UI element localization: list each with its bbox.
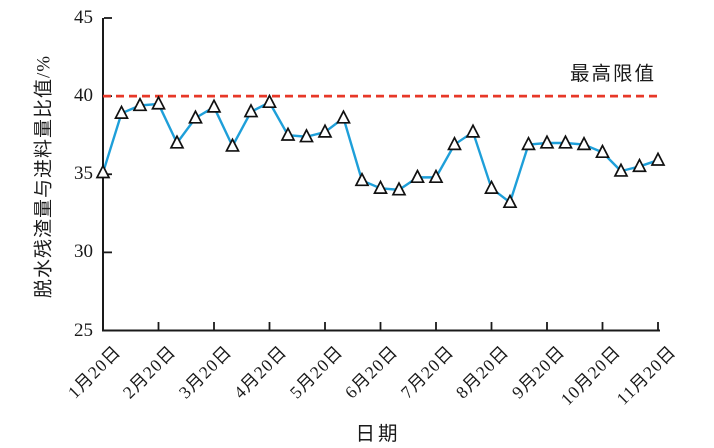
- data-point-marker: [576, 135, 592, 151]
- data-point-marker: [225, 137, 240, 152]
- data-point-marker: [632, 157, 647, 173]
- data-point-marker: [391, 181, 407, 196]
- data-point-marker: [262, 93, 277, 109]
- y-tick-label: 40: [74, 85, 93, 107]
- y-tick-label: 25: [74, 319, 93, 341]
- data-point-marker: [447, 135, 462, 151]
- x-axis-title: 日期: [355, 424, 401, 445]
- y-tick-label: 45: [74, 7, 93, 28]
- data-point-marker: [521, 135, 536, 151]
- data-point-marker: [243, 103, 259, 118]
- data-point-marker: [169, 134, 185, 149]
- data-point-marker: [650, 151, 666, 166]
- data-point-marker: [280, 126, 296, 141]
- data-point-marker: [502, 193, 518, 209]
- data-point-marker: [539, 134, 555, 149]
- data-point-marker: [151, 95, 166, 110]
- data-point-marker: [114, 104, 129, 119]
- data-point-marker: [428, 168, 444, 184]
- data-point-marker: [373, 179, 388, 194]
- data-point-marker: [595, 143, 610, 159]
- data-point-marker: [317, 123, 333, 138]
- limit-line-label: 最高限值: [570, 64, 657, 85]
- data-point-marker: [613, 162, 629, 177]
- data-point-marker: [354, 171, 370, 187]
- data-point-marker: [465, 123, 481, 138]
- y-tick-label: 30: [74, 241, 93, 263]
- data-point-marker: [558, 134, 573, 149]
- data-point-marker: [206, 98, 222, 113]
- data-point-marker: [410, 168, 425, 184]
- y-tick-label: 35: [74, 163, 93, 185]
- data-point-marker: [336, 109, 351, 124]
- data-point-marker: [299, 128, 314, 143]
- data-point-marker: [188, 109, 203, 124]
- axis-spines: [102, 18, 660, 332]
- data-point-marker: [132, 96, 148, 112]
- data-point-marker: [95, 164, 111, 179]
- data-point-marker: [484, 179, 499, 194]
